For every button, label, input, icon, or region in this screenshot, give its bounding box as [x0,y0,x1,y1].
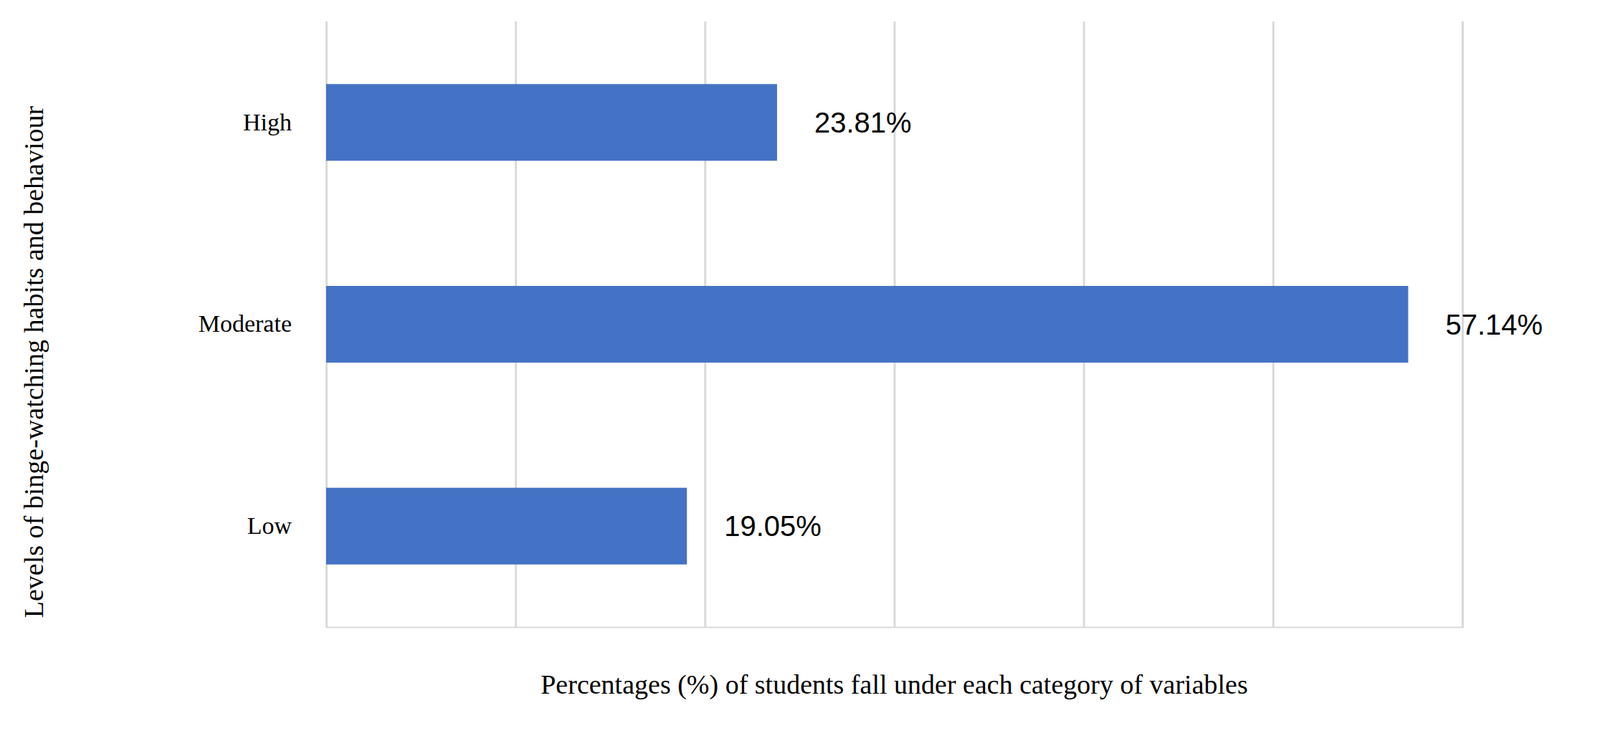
y-axis-title: Levels of binge-watching habits and beha… [18,105,49,618]
data-labels: 23.81% 57.14% 19.05% [724,106,1543,542]
y-axis: High Moderate Low [198,22,327,628]
plot-area: High Moderate Low 23.81% 57.14% 19.05% [198,21,1543,628]
y-tick-label: Moderate [198,310,292,337]
data-label: 57.14% [1445,308,1543,341]
data-label: 23.81% [814,106,912,139]
bar [326,83,778,161]
x-axis [326,21,1464,628]
bars [326,83,1408,565]
y-tick-label: High [243,108,292,136]
bar [326,488,687,565]
bar [326,286,1408,363]
chart: High Moderate Low 23.81% 57.14% 19.05% Percent… [0,0,1600,751]
y-tick: Moderate [198,310,327,337]
y-tick: Low [247,512,327,540]
data-label: 19.05% [724,510,822,542]
y-tick: High [243,108,327,136]
x-axis-title: Percentages (%) of students fall under e… [540,669,1249,701]
x-axis-line [326,21,1464,628]
y-axis-title-line: Levels of binge-watching habits and beha… [18,105,49,618]
y-tick-label: Low [247,512,293,540]
